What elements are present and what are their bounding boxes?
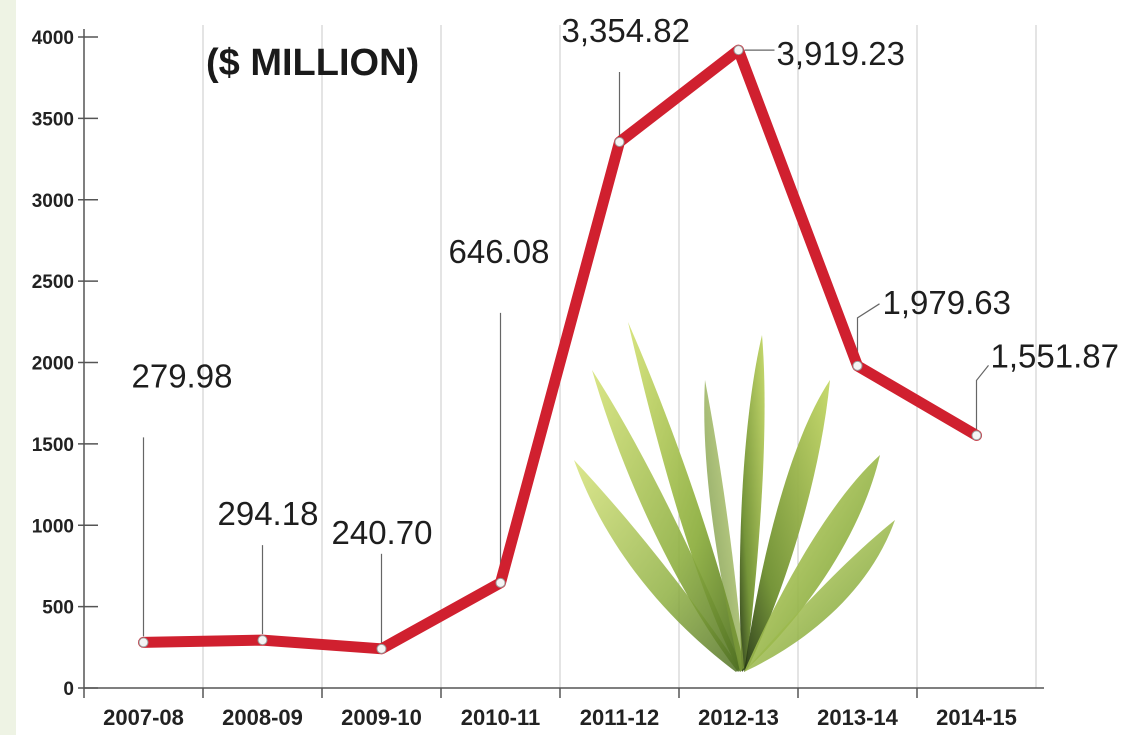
label-leader-lines <box>142 49 989 643</box>
data-labels: 279.98 294.18 240.70 646.08 3,354.82 3,919.23… <box>132 12 1119 551</box>
x-tick-label: 2013-14 <box>817 705 899 730</box>
data-points <box>138 45 982 654</box>
x-tick-label: 2008-09 <box>222 705 303 730</box>
x-tick-label: 2012-13 <box>698 705 779 730</box>
series-line-path <box>138 44 982 655</box>
y-tick-label: 1500 <box>32 435 74 456</box>
data-point <box>733 45 744 56</box>
left-edge-strip <box>0 0 16 735</box>
leader-line <box>856 303 880 360</box>
data-point <box>495 577 506 588</box>
y-tick-label: 2500 <box>32 272 74 293</box>
data-point <box>971 430 982 441</box>
y-tick-label: 1000 <box>32 516 74 537</box>
data-label: 3,919.23 <box>777 35 905 72</box>
data-label: 240.70 <box>332 514 433 551</box>
leader-line <box>975 365 989 430</box>
y-axis-ticks: 0 500 1000 1500 2000 2500 3000 3500 4000 <box>32 28 98 700</box>
data-point <box>614 137 625 148</box>
plant-illustration <box>574 322 895 672</box>
y-tick-label: 4000 <box>32 28 74 49</box>
x-tick-label: 2014-15 <box>936 705 1017 730</box>
data-point <box>852 360 863 371</box>
data-label: 279.98 <box>132 357 233 394</box>
data-point <box>376 643 387 654</box>
chart-title: ($ MILLION) <box>206 42 419 84</box>
data-label: 646.08 <box>449 233 550 270</box>
axes <box>83 29 1044 689</box>
y-tick-label: 0 <box>63 679 74 700</box>
data-label: 1,979.63 <box>883 284 1011 321</box>
y-tick-label: 3500 <box>32 109 74 130</box>
data-label: 294.18 <box>218 495 319 532</box>
y-tick-label: 500 <box>42 598 74 619</box>
x-axis-ticks: 2007-08 2008-09 2009-10 2010-11 2011-12 2012-… <box>83 688 1017 730</box>
x-tick-label: 2011-12 <box>580 705 660 730</box>
y-tick-label: 3000 <box>32 191 74 212</box>
x-tick-label: 2009-10 <box>341 705 422 730</box>
data-point <box>138 637 149 648</box>
data-point <box>257 635 268 646</box>
y-tick-label: 2000 <box>32 354 74 375</box>
data-label: 3,354.82 <box>562 12 690 49</box>
series-line <box>138 44 982 655</box>
x-tick-label: 2010-11 <box>461 705 541 730</box>
data-label: 1,551.87 <box>991 337 1119 374</box>
x-tick-label: 2007-08 <box>103 705 184 730</box>
